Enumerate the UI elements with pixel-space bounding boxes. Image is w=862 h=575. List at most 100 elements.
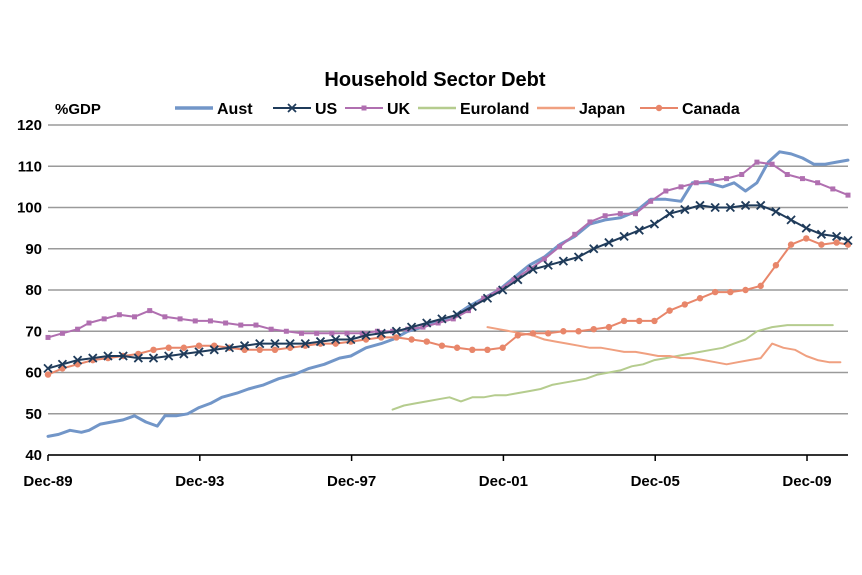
data-point (314, 330, 320, 336)
data-point (271, 346, 279, 354)
data-point (116, 312, 122, 318)
data-point (513, 275, 523, 285)
y-axis-label: %GDP (55, 101, 101, 118)
legend: Aust US UK Euroland Japan Canada (175, 101, 740, 118)
data-point (589, 244, 599, 254)
data-point (209, 345, 219, 355)
data-point (359, 330, 365, 336)
series-line (47, 204, 849, 370)
data-point (361, 330, 371, 341)
data-point (133, 353, 143, 363)
data-point (499, 344, 506, 351)
data-point (101, 316, 107, 322)
data-point (391, 326, 402, 336)
data-point (528, 264, 538, 275)
series-line (486, 326, 842, 366)
data-point (346, 334, 356, 345)
y-tick-label: 40 (25, 447, 42, 464)
data-point (739, 172, 745, 177)
x-tick-label: Dec-89 (23, 473, 72, 490)
data-point (75, 326, 81, 332)
data-point (498, 285, 508, 295)
y-tick-label: 60 (25, 365, 42, 382)
data-point (818, 241, 825, 248)
data-point (833, 239, 840, 246)
data-point (224, 343, 235, 353)
data-point (256, 346, 263, 354)
data-point (270, 338, 280, 349)
data-point (830, 186, 836, 192)
data-point (255, 338, 265, 349)
data-point (511, 277, 517, 283)
data-point (423, 338, 430, 345)
data-point (165, 344, 172, 351)
y-tick-label: 50 (25, 406, 42, 423)
data-point (727, 288, 734, 296)
data-point (587, 219, 593, 225)
y-axis-ticks: 40 50 60 70 80 90 100 110 120 (17, 117, 42, 464)
data-point (756, 200, 766, 211)
data-point (560, 328, 567, 335)
y-tick-label: 120 (17, 117, 42, 134)
data-point (573, 252, 584, 262)
data-point (164, 351, 174, 361)
data-point (86, 320, 92, 326)
x-tick-label: Dec-93 (175, 473, 224, 490)
series-euroland (391, 324, 834, 411)
data-point (238, 322, 244, 328)
data-point (541, 256, 547, 262)
data-point (253, 322, 259, 328)
data-point (680, 204, 690, 215)
data-point (757, 282, 764, 290)
data-point (543, 260, 553, 270)
data-point (742, 286, 749, 294)
data-point (664, 209, 675, 219)
legend-item-us: US (273, 101, 338, 118)
data-point (45, 334, 51, 340)
data-point (572, 231, 578, 237)
data-point (44, 371, 52, 378)
data-point (179, 349, 189, 359)
y-tick-label: 100 (17, 200, 42, 217)
chart-title: Household Sector Debt (324, 69, 545, 91)
data-point (376, 328, 386, 338)
data-point (268, 326, 274, 332)
data-point (177, 316, 183, 322)
legend-item-aust: Aust (175, 101, 253, 118)
data-point (72, 355, 83, 365)
data-point (162, 314, 168, 320)
data-point (88, 353, 98, 363)
data-point (708, 178, 714, 184)
data-point (803, 235, 810, 242)
data-point (617, 211, 623, 217)
legend-label: UK (387, 101, 411, 118)
legend-label: Euroland (460, 101, 529, 118)
legend-label: US (315, 101, 338, 118)
data-point (207, 318, 213, 324)
y-tick-label: 90 (25, 241, 42, 258)
series-layer (43, 150, 853, 438)
data-point (831, 231, 842, 242)
data-point (103, 351, 113, 361)
data-point (438, 342, 446, 349)
data-point (287, 103, 297, 113)
data-point (453, 344, 461, 351)
data-point (300, 338, 310, 349)
data-point (484, 346, 491, 354)
x-tick-label: Dec-97 (327, 473, 376, 490)
data-point (482, 293, 493, 303)
data-point (695, 200, 705, 211)
data-point (374, 328, 380, 334)
y-tick-label: 110 (18, 158, 42, 175)
data-point (481, 295, 487, 301)
legend-item-japan: Japan (537, 101, 625, 118)
data-point (619, 231, 629, 242)
data-point (557, 244, 563, 250)
series-line (47, 161, 849, 339)
data-point (801, 223, 811, 233)
data-point (361, 105, 367, 111)
data-point (331, 334, 341, 345)
series-line (46, 150, 850, 438)
data-point (147, 308, 153, 314)
data-point (469, 346, 476, 354)
